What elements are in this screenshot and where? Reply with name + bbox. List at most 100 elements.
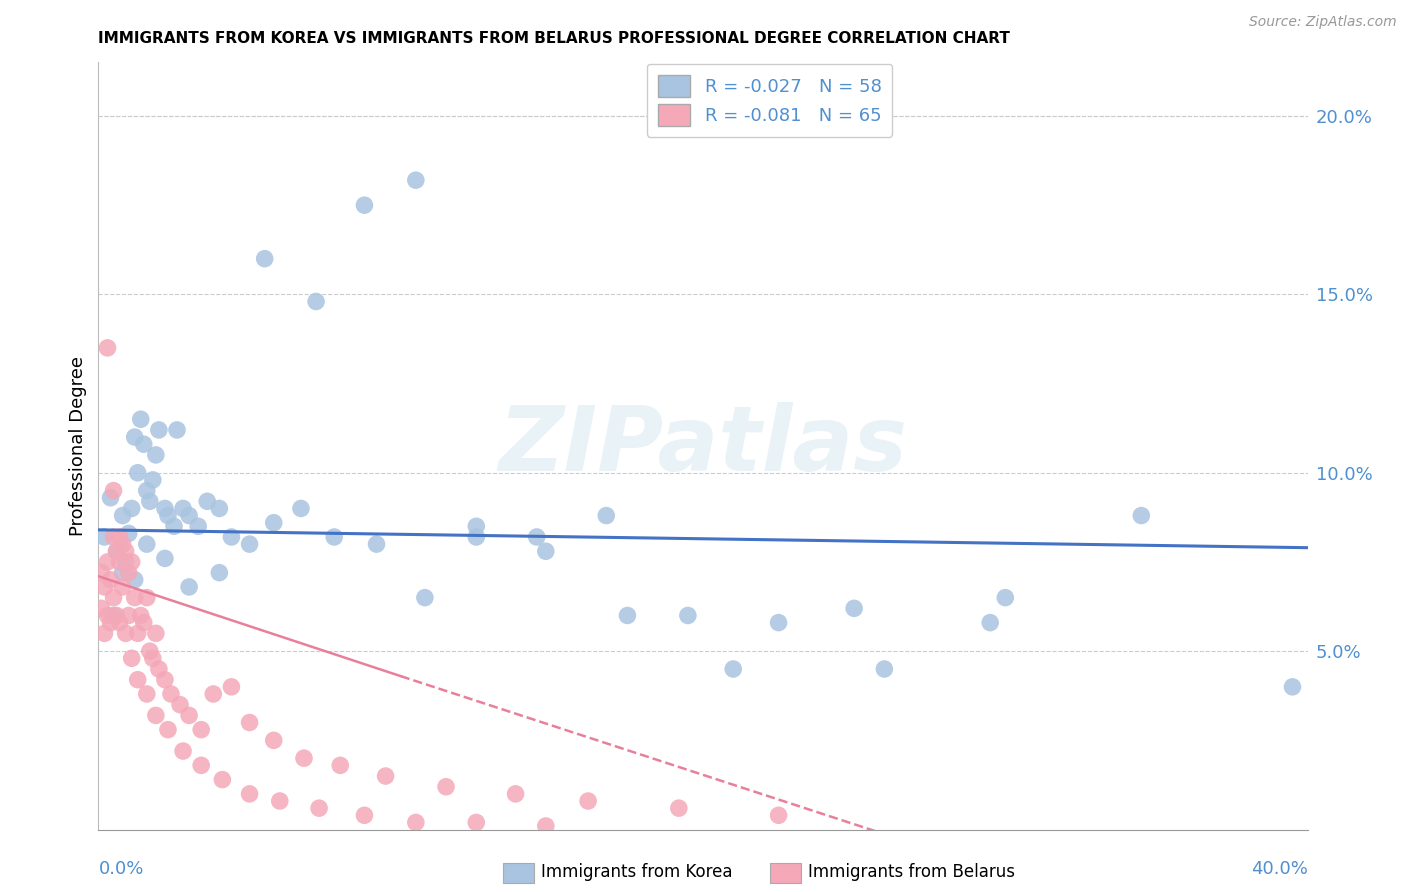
Point	[142, 473, 165, 487]
Point	[124, 430, 146, 444]
Point	[153, 501, 176, 516]
Point	[290, 501, 312, 516]
Point	[405, 173, 427, 187]
Point	[127, 673, 149, 687]
Point	[142, 651, 165, 665]
Point	[153, 673, 176, 687]
Point	[163, 519, 186, 533]
Point	[111, 508, 134, 523]
Point	[534, 819, 557, 833]
Point	[132, 437, 155, 451]
Text: IMMIGRANTS FROM KOREA VS IMMIGRANTS FROM BELARUS PROFESSIONAL DEGREE CORRELATION: IMMIGRANTS FROM KOREA VS IMMIGRANTS FROM…	[98, 31, 1011, 46]
Point	[179, 508, 201, 523]
Point	[353, 198, 375, 212]
Point	[465, 815, 488, 830]
Point	[111, 580, 134, 594]
Point	[353, 808, 375, 822]
Point	[103, 608, 125, 623]
Point	[374, 769, 396, 783]
Point	[723, 662, 745, 676]
Point	[576, 794, 599, 808]
Point	[253, 252, 276, 266]
Point	[208, 501, 231, 516]
Point	[1130, 508, 1153, 523]
Point	[768, 808, 790, 822]
Point	[323, 530, 346, 544]
Point	[124, 573, 146, 587]
Point	[156, 508, 179, 523]
Point	[534, 544, 557, 558]
Point	[179, 708, 201, 723]
Point	[105, 544, 128, 558]
Point	[96, 555, 118, 569]
Text: Immigrants from Belarus: Immigrants from Belarus	[808, 863, 1015, 881]
Text: 40.0%: 40.0%	[1251, 860, 1308, 878]
Point	[292, 751, 315, 765]
Point	[124, 591, 146, 605]
Point	[90, 601, 112, 615]
Point	[135, 537, 157, 551]
Point	[187, 519, 209, 533]
Y-axis label: Professional Degree: Professional Degree	[69, 356, 87, 536]
Point	[616, 608, 638, 623]
Point	[179, 580, 201, 594]
Point	[108, 555, 131, 569]
Point	[434, 780, 457, 794]
Point	[135, 591, 157, 605]
Point	[105, 608, 128, 623]
Point	[103, 530, 125, 544]
Point	[108, 530, 131, 544]
Point	[111, 566, 134, 580]
Point	[93, 530, 115, 544]
Point	[135, 483, 157, 498]
Text: Immigrants from Korea: Immigrants from Korea	[541, 863, 733, 881]
Point	[129, 412, 152, 426]
Point	[127, 626, 149, 640]
Point	[93, 626, 115, 640]
Text: ZIPatlas: ZIPatlas	[499, 402, 907, 490]
Point	[100, 491, 122, 505]
Point	[465, 519, 488, 533]
Point	[145, 626, 167, 640]
Point	[505, 787, 527, 801]
Point	[100, 573, 122, 587]
Point	[190, 723, 212, 737]
Point	[263, 516, 285, 530]
Point	[169, 698, 191, 712]
Point	[595, 508, 617, 523]
Point	[118, 566, 141, 580]
Point	[172, 744, 194, 758]
Point	[105, 544, 128, 558]
Point	[153, 551, 176, 566]
Point	[90, 566, 112, 580]
Point	[202, 687, 225, 701]
Point	[211, 772, 233, 787]
Point	[135, 687, 157, 701]
Point	[195, 494, 218, 508]
Point	[121, 651, 143, 665]
Point	[111, 537, 134, 551]
Point	[100, 615, 122, 630]
Point	[118, 608, 141, 623]
Point	[979, 615, 1001, 630]
Point	[239, 787, 262, 801]
Point	[1281, 680, 1303, 694]
Text: Source: ZipAtlas.com: Source: ZipAtlas.com	[1249, 15, 1396, 29]
Point	[465, 530, 488, 544]
Point	[768, 615, 790, 630]
Point	[139, 644, 162, 658]
Point	[405, 815, 427, 830]
Point	[127, 466, 149, 480]
Point	[190, 758, 212, 772]
Point	[873, 662, 896, 676]
Point	[221, 680, 243, 694]
Point	[676, 608, 699, 623]
Point	[221, 530, 243, 544]
Point	[103, 483, 125, 498]
Point	[121, 555, 143, 569]
Legend: R = -0.027   N = 58, R = -0.081   N = 65: R = -0.027 N = 58, R = -0.081 N = 65	[647, 64, 893, 136]
Point	[208, 566, 231, 580]
Point	[93, 580, 115, 594]
Point	[114, 544, 136, 558]
Point	[114, 555, 136, 569]
